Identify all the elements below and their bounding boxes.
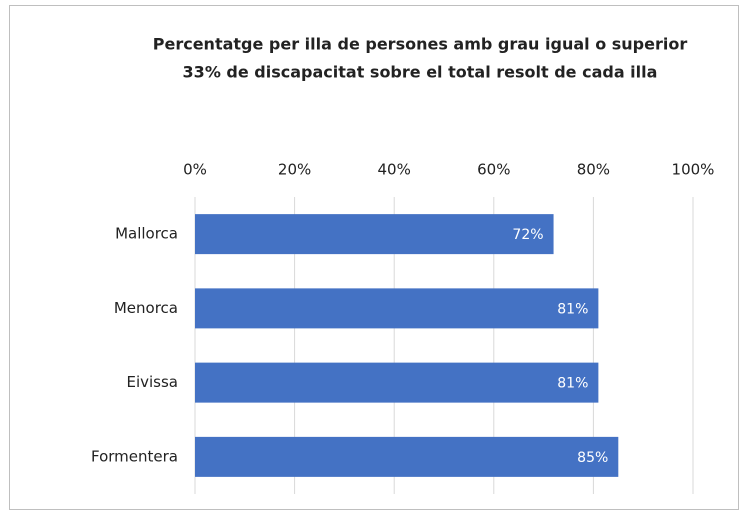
- value-label: 81%: [557, 301, 588, 317]
- chart-frame: [9, 5, 739, 510]
- chart-title: Percentatge per illa de persones amb gra…: [153, 35, 688, 54]
- bar: [195, 436, 619, 477]
- y-tick-label: Menorca: [114, 299, 178, 317]
- value-label: 72%: [512, 227, 543, 243]
- x-tick-label: 40%: [378, 161, 411, 179]
- chart-title: 33% de discapacitat sobre el total resol…: [183, 63, 658, 82]
- x-tick-label: 60%: [477, 161, 510, 179]
- x-tick-label: 100%: [672, 161, 715, 179]
- x-tick-label: 0%: [183, 161, 207, 179]
- bar: [195, 214, 554, 255]
- x-tick-label: 20%: [278, 161, 311, 179]
- value-label: 85%: [577, 450, 608, 466]
- y-tick-label: Formentera: [91, 447, 178, 465]
- x-tick-label: 80%: [577, 161, 610, 179]
- y-tick-label: Eivissa: [126, 373, 178, 391]
- bar: [195, 288, 599, 329]
- value-label: 81%: [557, 376, 588, 392]
- y-tick-label: Mallorca: [115, 225, 178, 243]
- bar: [195, 362, 599, 403]
